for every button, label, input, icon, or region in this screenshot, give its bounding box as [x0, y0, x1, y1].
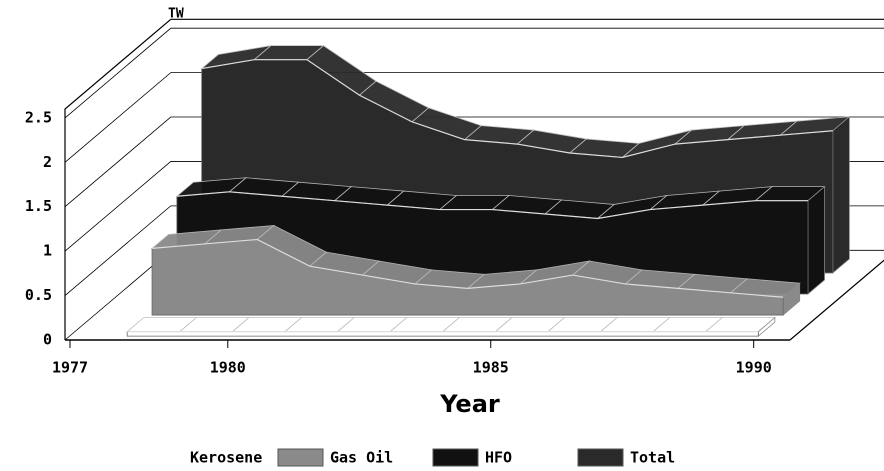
legend-swatch — [277, 448, 324, 467]
x-tick-label: 1980 — [210, 359, 246, 377]
x-axis-label: Year — [439, 390, 500, 418]
legend-label: Kerosene — [190, 449, 262, 467]
y-tick-label: 0 — [43, 331, 52, 349]
grid-line — [64, 27, 884, 119]
x-tick-label: 1990 — [736, 359, 772, 377]
y-tick-label: 1 — [43, 242, 52, 260]
x-tick-label: 1985 — [473, 359, 509, 377]
legend-label: Gas Oil — [330, 449, 393, 467]
y-tick-label: 2.5 — [25, 108, 52, 126]
wall — [64, 18, 172, 340]
area-side — [832, 115, 850, 274]
y-axis-label: TW — [168, 7, 184, 22]
grid-line — [64, 116, 884, 208]
wall — [170, 18, 884, 341]
area-face — [126, 331, 759, 337]
area-edge — [176, 191, 808, 220]
y-tick-label: 1.5 — [25, 197, 52, 215]
legend-swatch — [432, 448, 479, 467]
grid-line — [64, 72, 884, 163]
y-tick-label: 0.5 — [25, 286, 52, 304]
y-tick-label: 2 — [43, 153, 52, 171]
area-side — [807, 185, 825, 295]
area-edge — [151, 238, 784, 298]
legend-swatch — [577, 448, 624, 467]
legend-label: Total — [630, 449, 675, 467]
x-tick-label: 1977 — [52, 359, 88, 377]
area-edge — [201, 59, 833, 159]
legend-label: HFO — [485, 449, 512, 467]
